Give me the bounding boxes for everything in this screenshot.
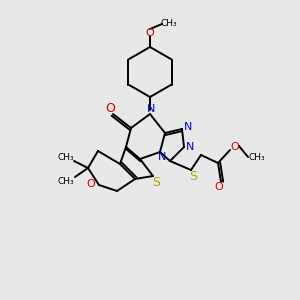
Text: CH₃: CH₃ xyxy=(58,152,74,161)
Text: S: S xyxy=(189,170,197,184)
Text: O: O xyxy=(231,142,239,152)
Text: N: N xyxy=(158,152,166,162)
Text: N: N xyxy=(184,122,192,132)
Text: CH₃: CH₃ xyxy=(58,176,74,185)
Text: O: O xyxy=(105,103,115,116)
Text: S: S xyxy=(152,176,160,190)
Text: N: N xyxy=(147,104,155,114)
Text: CH₃: CH₃ xyxy=(161,19,177,28)
Text: N: N xyxy=(186,142,194,152)
Text: O: O xyxy=(87,179,95,189)
Text: O: O xyxy=(146,28,154,38)
Text: O: O xyxy=(214,182,224,192)
Text: CH₃: CH₃ xyxy=(249,152,265,161)
